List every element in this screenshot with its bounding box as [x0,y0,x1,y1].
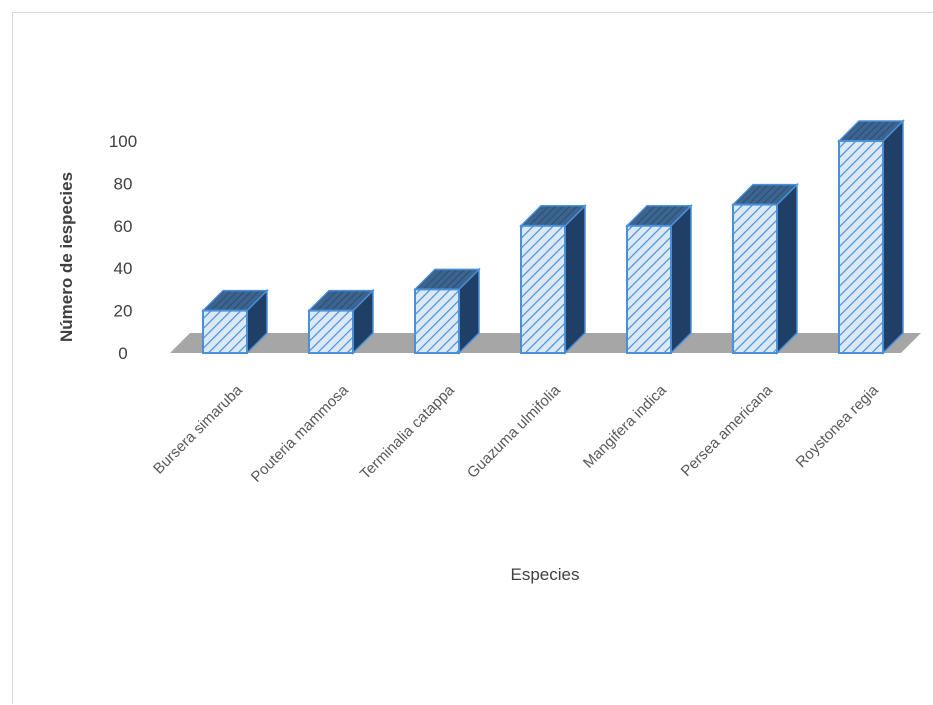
bar [413,267,481,355]
bar-front [732,203,778,354]
bar [837,119,905,355]
y-tick-label: 0 [118,344,127,363]
bar-front [308,309,354,355]
y-tick-label: 60 [114,217,133,236]
y-tick-label: 100 [109,132,137,151]
bar-side [776,182,798,355]
bar-front [626,224,672,354]
bar-front [414,288,460,354]
y-tick-label: 80 [114,174,133,193]
x-tick-label: Roystonea regia [793,381,883,471]
bar-front [838,140,884,354]
bar-chart: 0 20 40 60 80 100 Bursera simaruba Pouteria ma… [57,119,921,584]
x-tick-label: Persea americana [678,381,777,480]
bar-side [882,119,904,355]
bar [307,288,375,355]
y-tick-label: 20 [114,302,133,321]
bar [201,288,269,355]
x-tick-label: Terminalia catappa [357,381,459,483]
bar-front [202,309,248,355]
bar-front [520,224,566,354]
x-tick-label: Mangifera indica [580,381,670,471]
y-axis-title: Número de iespecies [57,172,76,342]
bar-side [564,203,586,355]
x-axis-title: Especies [511,565,580,584]
x-tick-label: Guazuma ulmifolia [464,381,564,481]
bar [519,203,587,355]
x-tick-label: Bursera simaruba [150,381,246,477]
bar [731,182,799,355]
chart-area: 0 20 40 60 80 100 Bursera simaruba Pouteria ma… [12,12,933,704]
bar [625,203,693,355]
bar-side [670,203,692,355]
x-tick-label: Pouteria mammosa [248,381,352,485]
y-tick-label: 40 [114,259,133,278]
